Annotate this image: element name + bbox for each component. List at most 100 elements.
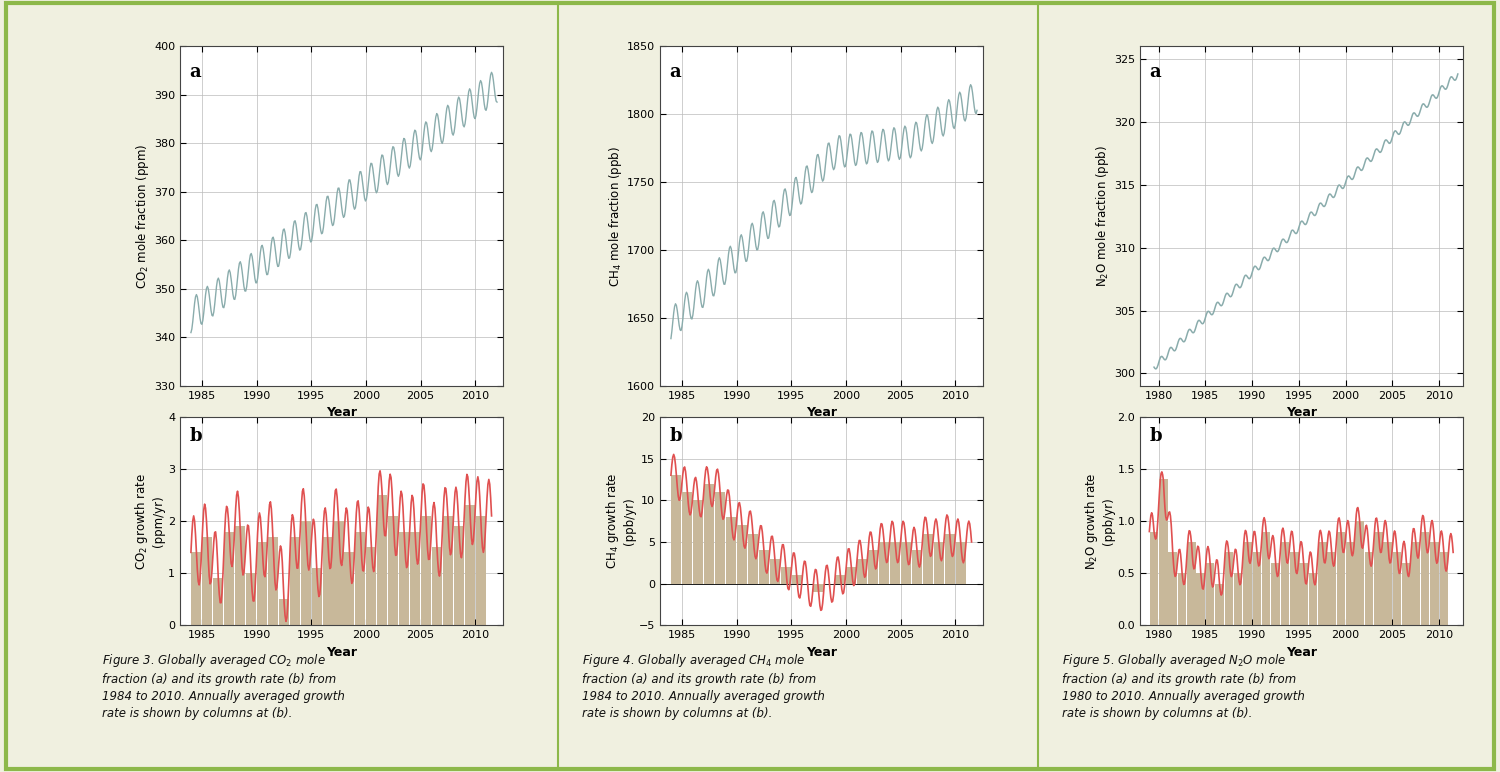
Y-axis label: N$_2$O growth rate
(ppb/yr): N$_2$O growth rate (ppb/yr): [1083, 472, 1114, 570]
Bar: [268, 537, 278, 625]
Bar: [792, 575, 801, 584]
Bar: [1215, 584, 1224, 625]
Bar: [879, 542, 890, 584]
Bar: [192, 553, 201, 625]
Bar: [890, 542, 900, 584]
Bar: [933, 542, 944, 584]
Bar: [356, 531, 366, 625]
Bar: [726, 517, 736, 584]
X-axis label: Year: Year: [806, 645, 837, 659]
Text: b: b: [189, 428, 202, 445]
Bar: [202, 537, 213, 625]
Bar: [322, 537, 333, 625]
Bar: [682, 492, 693, 584]
Bar: [856, 559, 867, 584]
Bar: [279, 599, 290, 625]
Bar: [476, 516, 486, 625]
Bar: [388, 516, 398, 625]
Y-axis label: CO$_2$ growth rate
(ppm/yr): CO$_2$ growth rate (ppm/yr): [134, 472, 165, 570]
Text: b: b: [1149, 428, 1162, 445]
Text: a: a: [189, 63, 201, 81]
Bar: [312, 568, 321, 625]
Bar: [1206, 563, 1215, 625]
Bar: [846, 567, 856, 584]
Bar: [1383, 542, 1392, 625]
Bar: [1270, 563, 1280, 625]
Bar: [704, 483, 714, 584]
Bar: [1440, 553, 1448, 625]
Text: Figure 3. Globally averaged CO$_2$ mole
fraction (a) and its growth rate (b) fro: Figure 3. Globally averaged CO$_2$ mole …: [102, 652, 345, 720]
Text: Figure 5. Globally averaged N$_2$O mole
fraction (a) and its growth rate (b) fro: Figure 5. Globally averaged N$_2$O mole …: [1062, 652, 1305, 720]
Bar: [945, 533, 954, 584]
Bar: [956, 542, 966, 584]
Bar: [1186, 542, 1196, 625]
Y-axis label: CH$_4$ growth rate
(ppb/yr): CH$_4$ growth rate (ppb/yr): [604, 472, 636, 570]
Bar: [453, 527, 464, 625]
Text: Figure 4. Globally averaged CH$_4$ mole
fraction (a) and its growth rate (b) fro: Figure 4. Globally averaged CH$_4$ mole …: [582, 652, 825, 720]
Bar: [1178, 573, 1186, 625]
Bar: [922, 533, 933, 584]
Text: a: a: [1149, 63, 1161, 81]
Bar: [399, 531, 410, 625]
Bar: [770, 559, 780, 584]
Bar: [759, 550, 770, 584]
Bar: [1346, 542, 1354, 625]
Bar: [236, 527, 244, 625]
Bar: [672, 476, 681, 584]
Bar: [1374, 531, 1383, 625]
Bar: [1224, 553, 1233, 625]
Y-axis label: CO$_2$ mole fraction (ppm): CO$_2$ mole fraction (ppm): [134, 144, 152, 289]
Bar: [836, 575, 846, 584]
Y-axis label: N$_2$O mole fraction (ppb): N$_2$O mole fraction (ppb): [1094, 145, 1112, 287]
Bar: [693, 500, 703, 584]
Bar: [1160, 479, 1167, 625]
X-axis label: Year: Year: [1286, 406, 1317, 419]
Bar: [376, 495, 387, 625]
X-axis label: Year: Year: [326, 406, 357, 419]
Bar: [1234, 573, 1242, 625]
Bar: [716, 492, 724, 584]
Bar: [300, 521, 310, 625]
Bar: [366, 547, 376, 625]
Bar: [1281, 542, 1288, 625]
Bar: [290, 537, 300, 625]
Bar: [780, 567, 790, 584]
Bar: [1328, 553, 1336, 625]
Bar: [1420, 531, 1430, 625]
Bar: [1336, 531, 1346, 625]
Bar: [333, 521, 344, 625]
Bar: [224, 531, 234, 625]
Bar: [345, 553, 354, 625]
X-axis label: Year: Year: [326, 645, 357, 659]
X-axis label: Year: Year: [806, 406, 837, 419]
Bar: [1299, 563, 1308, 625]
Bar: [1365, 553, 1374, 625]
Bar: [1252, 553, 1262, 625]
Bar: [1197, 573, 1204, 625]
Bar: [736, 525, 747, 584]
Bar: [1356, 521, 1364, 625]
Bar: [1402, 563, 1410, 625]
Bar: [1430, 542, 1438, 625]
Text: a: a: [669, 63, 681, 81]
Text: b: b: [669, 428, 682, 445]
Bar: [1149, 531, 1158, 625]
Bar: [465, 506, 474, 625]
Bar: [1168, 553, 1178, 625]
Y-axis label: CH$_4$ mole fraction (ppb): CH$_4$ mole fraction (ppb): [608, 146, 624, 286]
Bar: [902, 542, 910, 584]
Bar: [1262, 531, 1270, 625]
Bar: [1412, 542, 1420, 625]
X-axis label: Year: Year: [1286, 645, 1317, 659]
Bar: [813, 584, 824, 592]
Bar: [422, 516, 430, 625]
Bar: [1308, 573, 1317, 625]
Bar: [1318, 542, 1326, 625]
Bar: [432, 547, 442, 625]
Bar: [868, 550, 877, 584]
Bar: [410, 531, 420, 625]
Bar: [748, 533, 758, 584]
Bar: [1290, 553, 1299, 625]
Bar: [1244, 542, 1252, 625]
Bar: [246, 573, 256, 625]
